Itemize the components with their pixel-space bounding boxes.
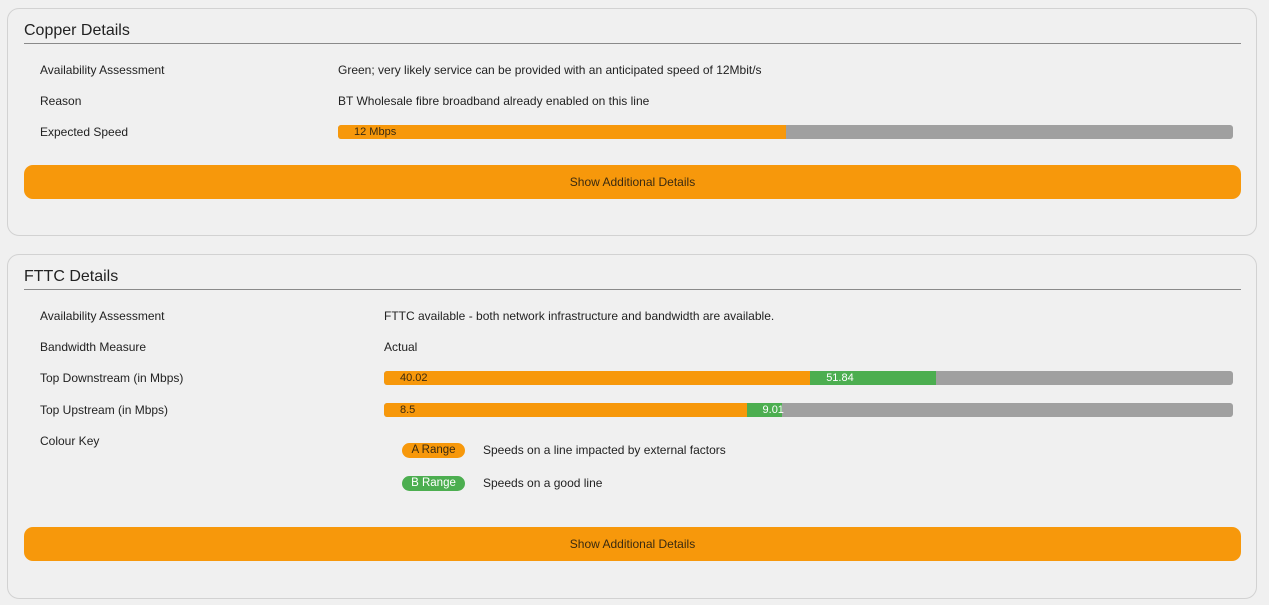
copper-show-additional-details-button[interactable]: Show Additional Details (24, 165, 1241, 199)
copper-availability-label: Availability Assessment (40, 63, 165, 77)
copper-availability-value: Green; very likely service can be provid… (338, 63, 762, 77)
fttc-title-divider (24, 289, 1241, 290)
upstream-b-range-segment: 9.01 (746, 403, 784, 417)
copper-speed-bar: 12 Mbps (338, 125, 1233, 139)
fttc-availability-label: Availability Assessment (40, 309, 165, 323)
fttc-show-additional-details-button[interactable]: Show Additional Details (24, 527, 1241, 561)
fttc-availability-value: FTTC available - both network infrastruc… (384, 309, 775, 323)
copper-details-panel: Copper Details Availability Assessment G… (7, 8, 1257, 236)
copper-panel-title: Copper Details (24, 22, 130, 39)
upstream-a-value: 8.5 (400, 404, 416, 416)
copper-reason-value: BT Wholesale fibre broadband already ena… (338, 94, 650, 108)
fttc-bandwidth-measure-label: Bandwidth Measure (40, 340, 147, 354)
fttc-upstream-label: Top Upstream (in Mbps) (40, 403, 169, 417)
copper-speed-text: 12 Mbps (354, 126, 397, 138)
fttc-downstream-bar: 51.84 40.02 (384, 371, 1233, 385)
b-range-description: Speeds on a good line (483, 476, 603, 490)
fttc-panel-title: FTTC Details (24, 268, 119, 285)
downstream-b-range-segment: 51.84 (810, 371, 936, 385)
fttc-upstream-bar: 9.01 8.5 (384, 403, 1233, 417)
copper-expected-speed-label: Expected Speed (40, 125, 129, 139)
a-range-badge: A Range (402, 443, 465, 458)
fttc-downstream-label: Top Downstream (in Mbps) (40, 371, 184, 385)
copper-title-divider (24, 43, 1241, 44)
upstream-a-range-segment: 8.5 (384, 403, 747, 417)
downstream-a-range-segment: 40.02 (384, 371, 811, 385)
upstream-b-value: 9.01 (762, 404, 784, 416)
downstream-a-value: 40.02 (400, 372, 428, 384)
downstream-b-value: 51.84 (826, 372, 854, 384)
fttc-bandwidth-measure-value: Actual (384, 340, 418, 354)
a-range-description: Speeds on a line impacted by external fa… (483, 443, 726, 457)
fttc-colour-key-label: Colour Key (40, 434, 100, 448)
copper-reason-label: Reason (40, 94, 82, 108)
copper-speed-fill: 12 Mbps (338, 125, 786, 139)
b-range-badge: B Range (402, 476, 465, 491)
fttc-details-panel: FTTC Details Availability Assessment FTT… (7, 254, 1257, 599)
